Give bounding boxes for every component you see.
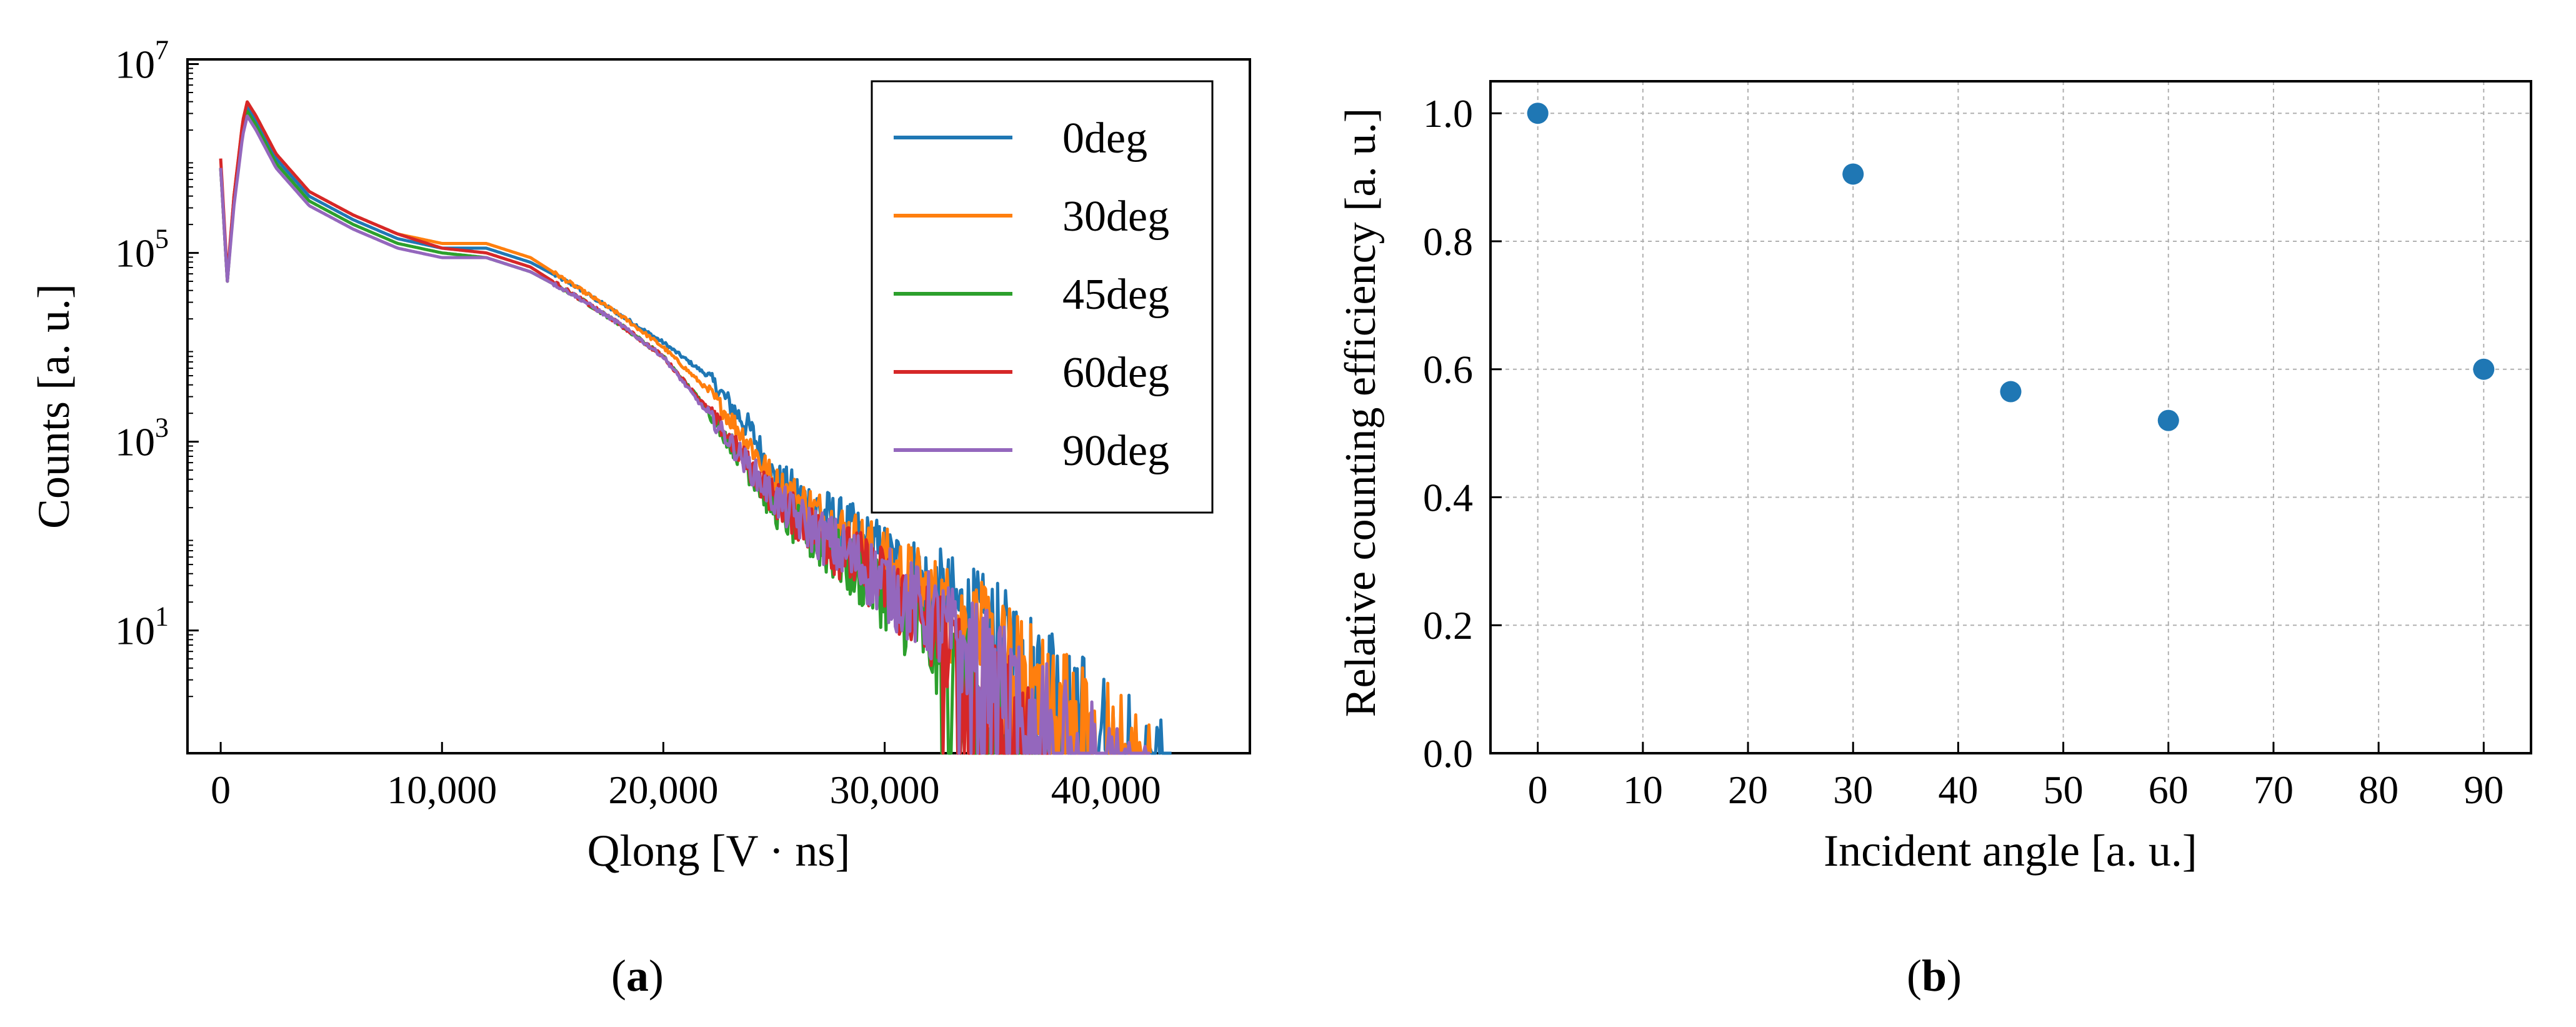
x-tick-label: 20 [1728, 768, 1768, 812]
legend-label-0deg: 0deg [1062, 114, 1147, 163]
x-tick-label: 0 [1528, 768, 1548, 812]
y-tick-label: 0.4 [1423, 475, 1473, 519]
x-tick-label: 60 [2149, 768, 2189, 812]
panel-b-x-tick-labels: 0 10 20 30 40 50 60 70 80 90 [1528, 768, 2504, 812]
panel-b-data-points [1527, 103, 2495, 431]
x-tick-label: 0 [211, 768, 231, 812]
y-tick-label: 107 [115, 35, 169, 87]
y-tick-label: 0.0 [1423, 731, 1473, 776]
panel-a-y-tick-labels: 101 103 105 107 [115, 35, 169, 653]
data-point [1842, 163, 1864, 185]
x-tick-label: 80 [2359, 768, 2399, 812]
panel-b-x-axis-label: Incident angle [a. u.] [1824, 826, 2197, 876]
legend-frame [871, 80, 1214, 514]
y-tick-label: 103 [115, 413, 169, 464]
x-tick-label: 30 [1833, 768, 1873, 812]
y-tick-label: 1.0 [1423, 91, 1473, 136]
panel-a-chart: 0 10,000 20,000 30,000 40,000 101 103 105 107 Q… [29, 35, 1251, 876]
legend-label-30deg: 30deg [1062, 193, 1169, 241]
panel-a-x-tick-labels: 0 10,000 20,000 30,000 40,000 [211, 768, 1161, 812]
x-tick-label: 20,000 [608, 768, 718, 812]
panel-b-y-tick-labels: 0.0 0.2 0.4 0.6 0.8 1.0 [1423, 91, 1473, 776]
panel-b-y-axis-label: Relative counting efficiency [a. u.] [1337, 108, 1385, 717]
panel-a-x-axis-label: Qlong [V · ns] [587, 826, 851, 876]
legend-label-45deg: 45deg [1062, 271, 1169, 319]
y-tick-label: 105 [115, 224, 169, 276]
panel-b-chart: 0 10 20 30 40 50 60 70 80 90 0.0 0.2 0.4 0.6 0.8 1.0 I… [1337, 80, 2532, 876]
data-point [2473, 358, 2495, 380]
x-tick-label: 50 [2044, 768, 2084, 812]
panel-a-legend: 0deg 30deg 45deg 60deg 90deg [871, 80, 1214, 514]
legend-label-60deg: 60deg [1062, 349, 1169, 397]
x-tick-label: 70 [2254, 768, 2294, 812]
x-tick-label: 40 [1938, 768, 1978, 812]
y-tick-label: 101 [115, 601, 169, 653]
panel-b-caption-letter: b [1922, 951, 1947, 1001]
x-tick-label: 90 [2464, 768, 2504, 812]
data-point [2000, 381, 2022, 403]
series-line-90deg [219, 114, 1151, 755]
panel-b-caption: (b) [1907, 951, 1962, 1001]
panel-b-axes-frame [1489, 80, 2532, 754]
x-tick-label: 30,000 [830, 768, 940, 812]
y-tick-label: 0.8 [1423, 219, 1473, 264]
panel-b-ticks [1490, 112, 2485, 754]
panel-b-grid [1490, 81, 2531, 754]
panel-a-axes-frame [186, 58, 1251, 754]
panel-a-series [219, 100, 1172, 755]
legend-label-90deg: 90deg [1062, 427, 1169, 475]
y-tick-label: 0.6 [1423, 348, 1473, 392]
data-point [1527, 103, 1549, 124]
panel-a-caption: (a) [611, 951, 664, 1001]
panel-a-caption-letter: a [626, 951, 649, 1001]
x-tick-label: 10 [1623, 768, 1663, 812]
x-tick-label: 40,000 [1051, 768, 1161, 812]
x-tick-label: 10,000 [387, 768, 497, 812]
data-point [2157, 409, 2179, 431]
panel-a-ticks [187, 63, 1107, 753]
y-tick-label: 0.2 [1423, 603, 1473, 648]
panel-a-y-axis-label: Counts [a. u.] [29, 284, 79, 529]
